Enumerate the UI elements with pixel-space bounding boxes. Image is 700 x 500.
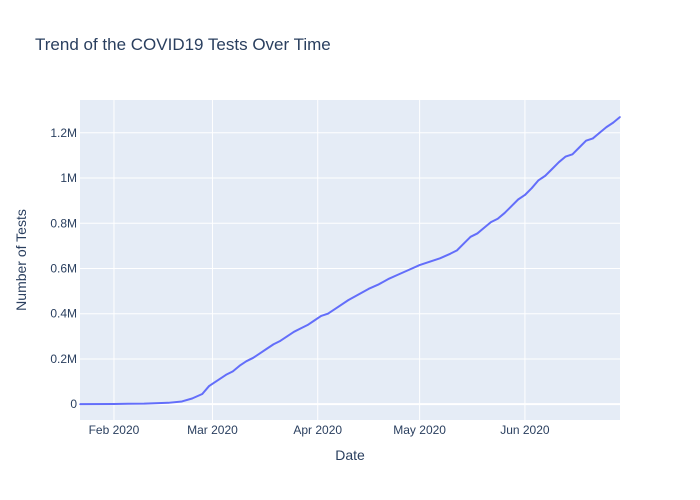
data-point bbox=[462, 242, 465, 245]
data-point bbox=[299, 327, 302, 330]
data-point bbox=[483, 226, 485, 229]
data-point bbox=[544, 174, 547, 177]
data-point bbox=[490, 221, 492, 223]
data-point bbox=[605, 126, 608, 128]
data-point bbox=[218, 378, 221, 381]
data-point bbox=[293, 331, 295, 333]
data-point bbox=[201, 393, 204, 395]
grid-lines bbox=[80, 100, 620, 420]
data-point bbox=[347, 299, 350, 301]
data-point bbox=[306, 324, 309, 326]
plot-area bbox=[80, 100, 620, 420]
data-point bbox=[367, 288, 370, 290]
y-axis-title: Number of Tests bbox=[13, 209, 29, 311]
data-point bbox=[524, 194, 526, 196]
data-point bbox=[286, 335, 288, 338]
x-tick-label: Mar 2020 bbox=[187, 423, 238, 437]
data-point bbox=[612, 121, 615, 124]
data-point bbox=[232, 370, 234, 373]
data-point bbox=[79, 403, 81, 405]
x-tick-label: May 2020 bbox=[393, 423, 446, 437]
data-point bbox=[143, 402, 146, 405]
data-point bbox=[398, 273, 401, 275]
data-point bbox=[265, 347, 268, 350]
data-point bbox=[113, 403, 115, 405]
y-tick-label: 1M bbox=[60, 171, 77, 185]
data-point bbox=[449, 252, 451, 255]
x-tick-label: Feb 2020 bbox=[89, 423, 140, 437]
series-layer bbox=[79, 116, 621, 406]
chart-title: Trend of the COVID19 Tests Over Time bbox=[35, 35, 331, 54]
y-tick-label: 1.2M bbox=[50, 126, 77, 140]
data-point bbox=[592, 137, 594, 140]
data-point bbox=[476, 232, 479, 235]
data-point bbox=[551, 168, 553, 170]
data-point bbox=[496, 217, 499, 220]
data-point bbox=[598, 131, 601, 134]
y-tick-label: 0 bbox=[70, 397, 77, 411]
data-point bbox=[327, 312, 329, 315]
data-point bbox=[337, 306, 339, 308]
data-point bbox=[238, 364, 241, 367]
data-point bbox=[167, 402, 170, 404]
data-point bbox=[181, 400, 183, 403]
data-point bbox=[456, 249, 458, 252]
data-point bbox=[578, 146, 581, 149]
data-point bbox=[313, 319, 316, 322]
data-point bbox=[215, 380, 217, 383]
data-point bbox=[537, 179, 540, 182]
tick-labels: 0 0.2M 0.4M 0.6M 0.8M 1M 1.2M Feb 2020 Mar 2020 A… bbox=[50, 126, 550, 437]
data-point bbox=[252, 357, 255, 359]
y-tick-label: 0.8M bbox=[50, 216, 77, 230]
data-point bbox=[272, 343, 275, 346]
data-point bbox=[585, 139, 587, 142]
data-point bbox=[429, 260, 431, 263]
data-point bbox=[530, 187, 533, 189]
data-point bbox=[418, 264, 421, 266]
data-point bbox=[225, 373, 227, 376]
data-point bbox=[208, 385, 210, 387]
data-point bbox=[378, 283, 380, 286]
data-point bbox=[245, 360, 248, 363]
x-axis-title: Date bbox=[335, 447, 365, 463]
data-point bbox=[510, 205, 513, 208]
data-point bbox=[320, 315, 322, 317]
data-point bbox=[517, 198, 519, 201]
data-point bbox=[469, 236, 472, 238]
data-point bbox=[503, 212, 506, 214]
data-point bbox=[408, 268, 411, 271]
data-point bbox=[558, 161, 560, 163]
data-point bbox=[357, 293, 360, 296]
data-point bbox=[259, 352, 261, 355]
data-point bbox=[564, 155, 567, 158]
y-tick-label: 0.2M bbox=[50, 352, 77, 366]
data-point bbox=[571, 153, 574, 156]
data-point bbox=[439, 257, 441, 260]
y-tick-label: 0.6M bbox=[50, 261, 77, 275]
data-point bbox=[279, 340, 282, 342]
x-tick-label: Apr 2020 bbox=[293, 423, 342, 437]
data-point bbox=[191, 397, 193, 400]
data-point bbox=[619, 116, 621, 118]
data-point bbox=[388, 277, 390, 280]
x-tick-label: Jun 2020 bbox=[500, 423, 550, 437]
y-tick-label: 0.4M bbox=[50, 307, 77, 321]
